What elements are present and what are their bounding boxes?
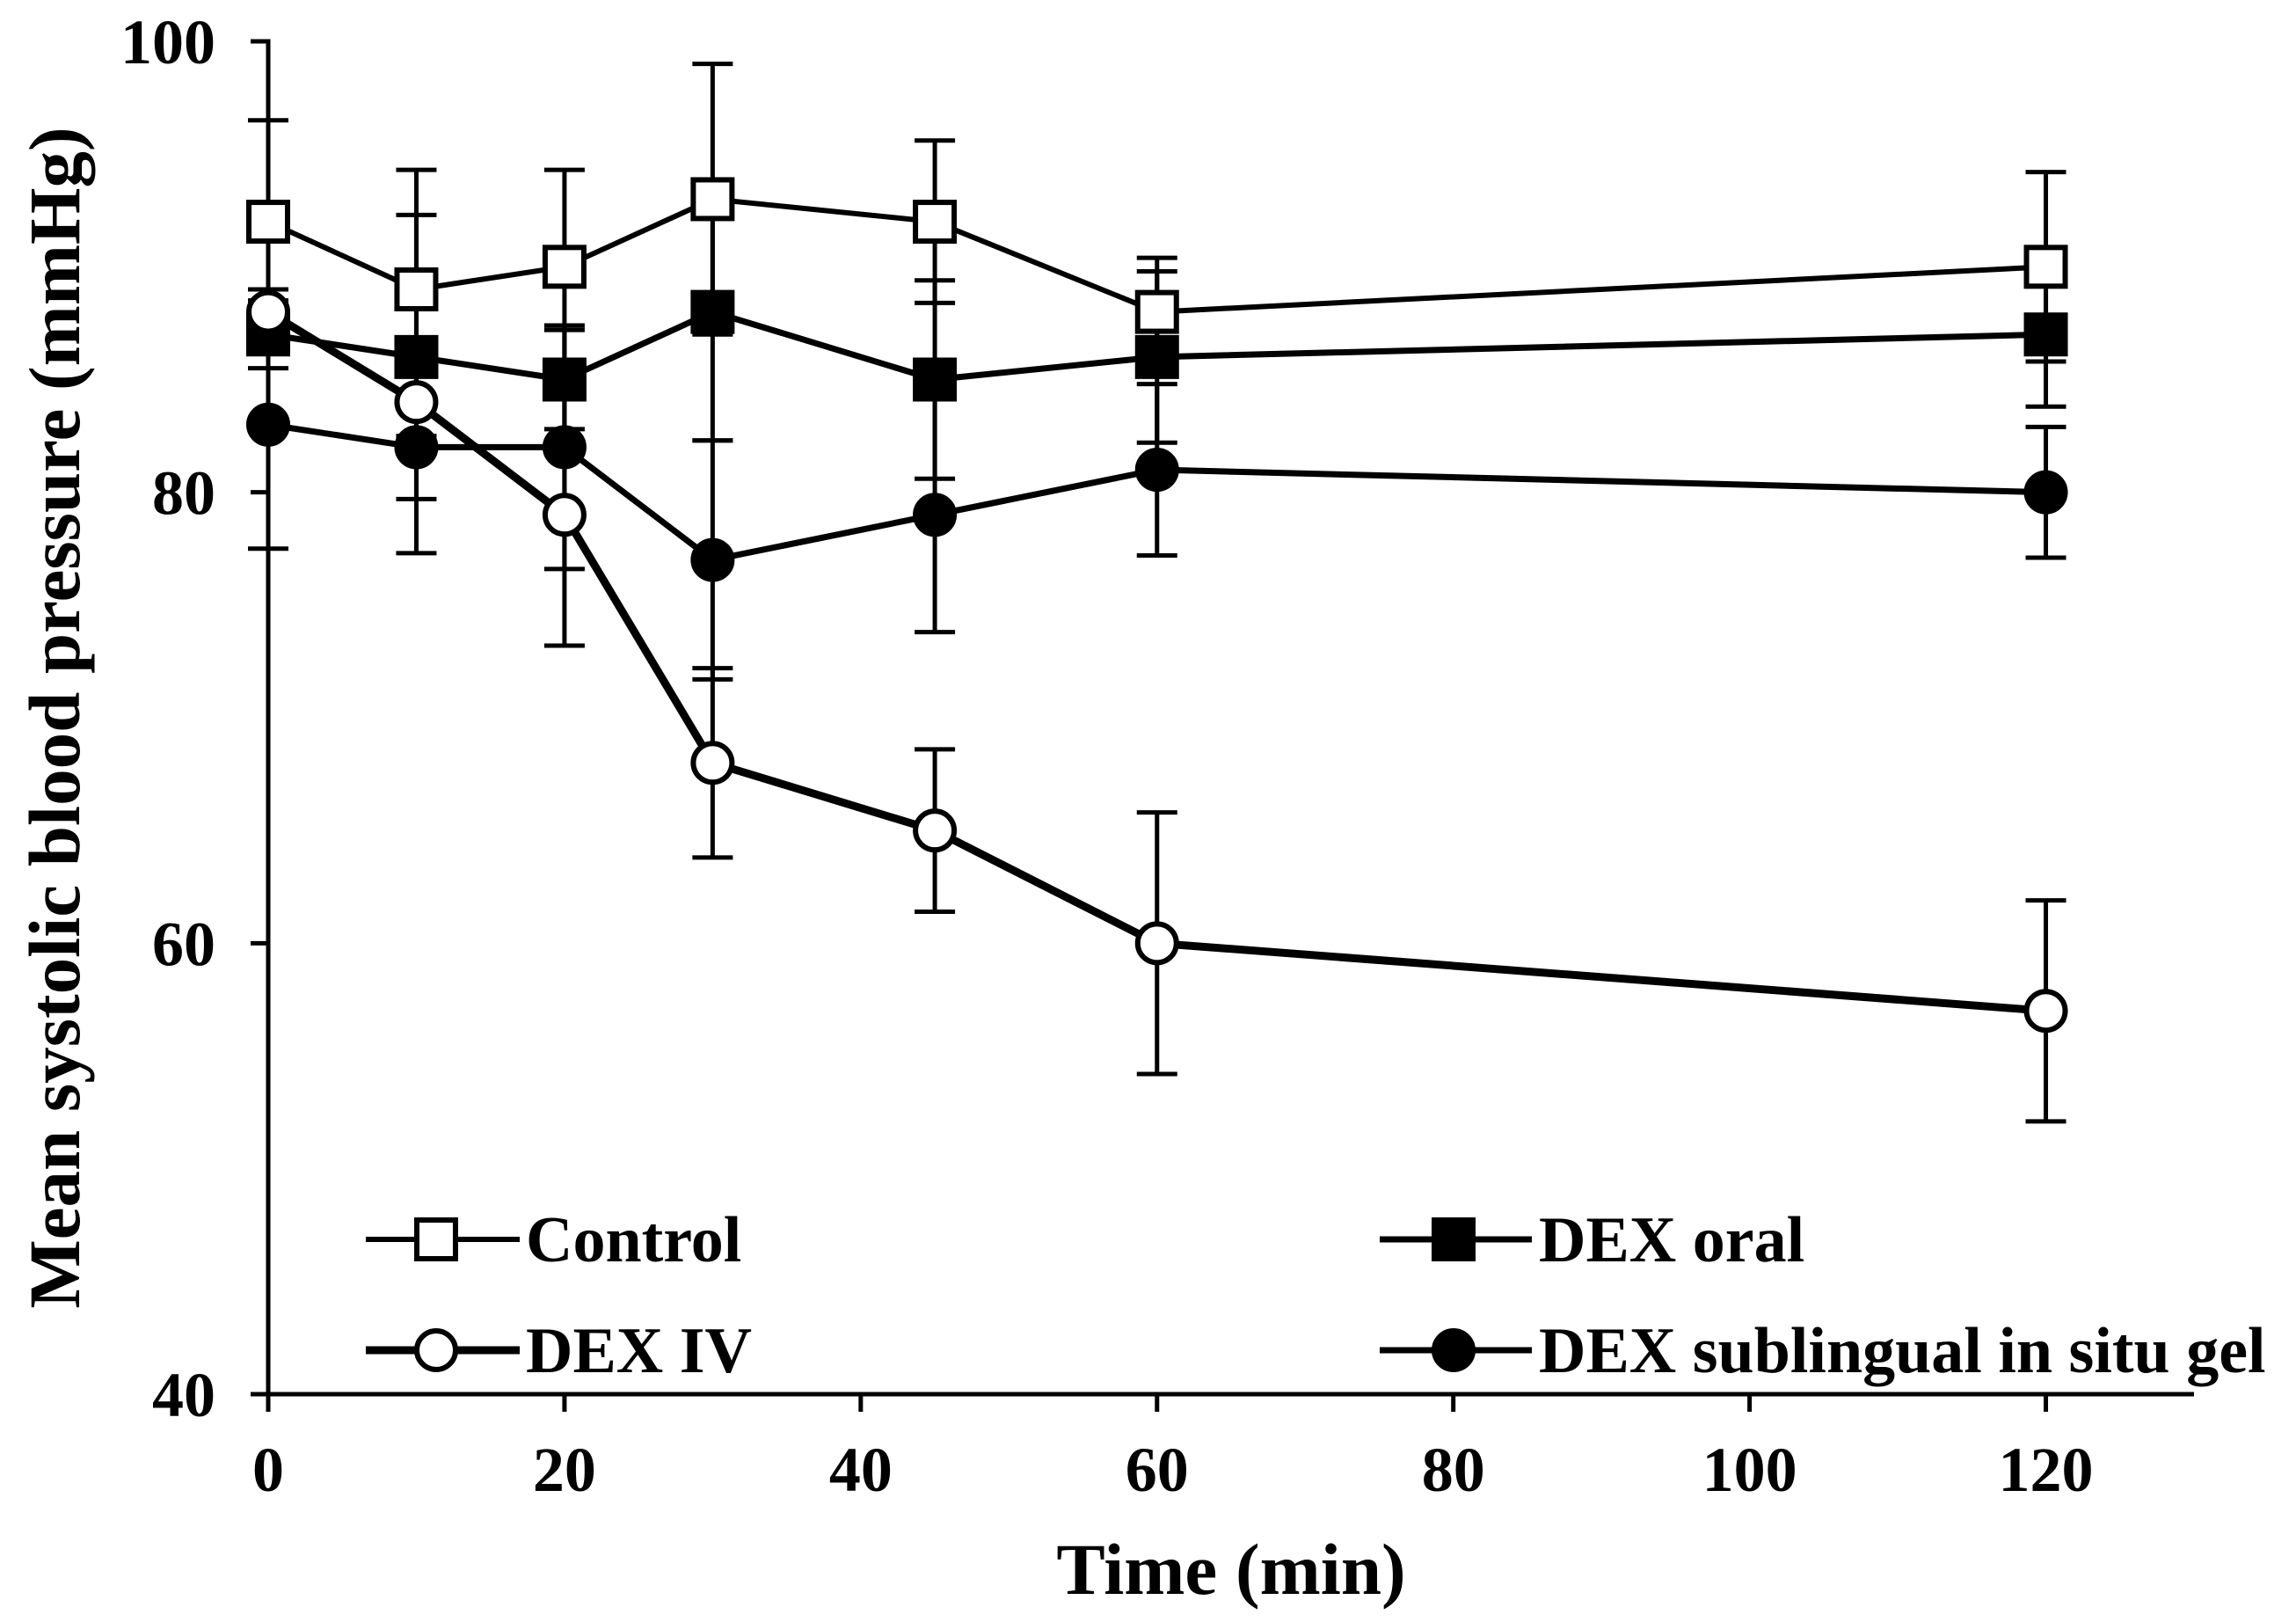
data-point-dex-oral-45 [913,357,958,402]
data-point-dex-sublingual-in-situ-gel-45 [913,493,958,537]
y-tick-label: 40 [152,1360,215,1430]
data-point-dex-sublingual-in-situ-gel-10 [394,425,439,470]
data-point-dex-oral-120 [2023,312,2068,357]
data-point-control-60 [1134,289,1179,334]
data-point-dex-sublingual-in-situ-gel-60 [1134,448,1179,493]
legend-item-dex-oral: DEX oral [1380,1204,1804,1276]
data-points-dex-oral [246,289,2068,402]
data-point-dex-oral-30 [690,289,735,334]
legend-label: Control [526,1204,741,1276]
data-point-dex-iv-0 [246,289,290,334]
y-tick-label: 80 [152,458,215,529]
data-point-dex-iv-120 [2023,989,2068,1034]
legend-label: DEX oral [1539,1204,1804,1276]
data-point-dex-iv-10 [394,380,439,425]
data-points-dex-iv [246,289,2068,1034]
legend-circle-marker-icon [414,1328,458,1372]
legend-label: DEX IV [526,1315,752,1387]
data-point-dex-oral-20 [542,357,587,402]
y-tick-label: 100 [120,7,215,77]
data-point-dex-oral-60 [1134,334,1179,379]
data-point-dex-iv-30 [690,741,735,785]
x-tick-label: 80 [1422,1435,1485,1505]
data-point-control-0 [246,200,290,245]
data-point-control-45 [913,200,958,245]
y-tick-label: 60 [152,909,215,979]
y-axis-title: Mean systolic blood pressure (mmHg) [14,127,95,1308]
data-point-dex-sublingual-in-situ-gel-20 [542,425,587,470]
data-point-control-20 [542,245,587,289]
data-points [246,177,2068,1034]
data-point-dex-iv-45 [913,808,958,853]
legend-square-marker-icon [1432,1217,1476,1261]
legend-item-control: Control [366,1204,741,1276]
x-tick-label: 20 [533,1435,596,1505]
data-point-dex-oral-10 [394,334,439,379]
axes: 0 20 40 60 80 100 120 40 60 80 100 [120,7,2194,1505]
legend: Control DEX oral DEX IV DEX sublingual in s… [366,1204,2266,1387]
data-points-control [246,177,2068,334]
data-point-dex-iv-20 [542,493,587,537]
x-tick-label: 100 [1702,1435,1797,1505]
x-tick-label: 60 [1126,1435,1189,1505]
data-point-dex-iv-60 [1134,921,1179,966]
legend-circle-marker-icon [1432,1328,1476,1372]
x-tick-label: 0 [252,1435,284,1505]
x-tick-label: 120 [1999,1435,2094,1505]
data-point-control-120 [2023,245,2068,289]
data-point-control-30 [690,177,735,222]
legend-square-marker-icon [414,1217,458,1261]
legend-label: DEX sublingual in situ gel [1539,1315,2266,1387]
legend-item-dex-iv: DEX IV [366,1315,752,1387]
x-tick-label: 40 [829,1435,893,1505]
data-points-dex-sublingual-in-situ-gel [246,402,2068,582]
data-point-control-10 [394,267,439,311]
legend-item-dex-sublingual-in-situ-gel: DEX sublingual in situ gel [1380,1315,2266,1387]
data-point-dex-sublingual-in-situ-gel-30 [690,537,735,582]
data-point-dex-sublingual-in-situ-gel-120 [2023,470,2068,515]
x-axis-title: Time (min) [1056,1529,1405,1610]
data-point-dex-sublingual-in-situ-gel-0 [246,402,290,447]
